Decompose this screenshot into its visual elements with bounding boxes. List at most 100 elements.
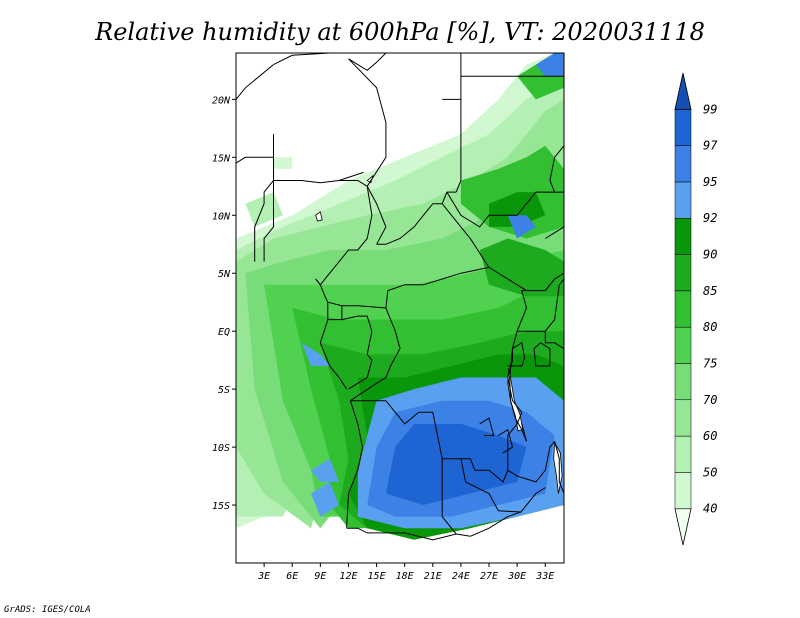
lat-tick-label: 5N	[218, 269, 231, 280]
lat-tick-label: 20N	[212, 95, 231, 106]
country-border	[376, 191, 457, 245]
lat-tick-label: 10S	[212, 443, 230, 454]
country-border	[545, 226, 564, 239]
country-border	[339, 180, 368, 187]
colorbar-segment	[674, 181, 692, 219]
country-border	[507, 440, 555, 483]
humidity-region	[311, 481, 340, 517]
country-border	[348, 53, 387, 72]
colorbar-segment	[674, 363, 692, 401]
colorbar-level-label: 90	[703, 248, 717, 262]
lon-tick-label: 3E	[257, 571, 270, 582]
country-border	[549, 145, 564, 193]
country-border	[544, 331, 564, 350]
country-border	[460, 458, 546, 513]
humidity-region	[535, 53, 564, 77]
lon-tick-label: 18E	[396, 571, 414, 582]
colorbar-level-label: 99	[703, 102, 717, 116]
lon-tick-label: 9E	[314, 571, 326, 582]
humidity-region	[489, 192, 546, 227]
colorbar-segment	[674, 254, 692, 292]
country-border	[236, 64, 274, 100]
country-border	[319, 319, 348, 390]
country-border	[346, 400, 364, 529]
lat-tick-label: 5S	[218, 385, 230, 396]
country-border	[554, 441, 564, 494]
colorbar-segment	[674, 472, 692, 509]
lon-tick-label: 15E	[368, 571, 386, 582]
colorbar-segment	[674, 326, 692, 364]
colorbar-segment	[674, 109, 692, 146]
humidity-fill-layer	[236, 53, 564, 540]
colorbar-level-label: 92	[703, 211, 717, 225]
humidity-region	[385, 423, 527, 505]
country-border	[273, 171, 364, 184]
lat-tick-label: 15N	[212, 153, 231, 164]
humidity-region	[311, 458, 340, 482]
country-border	[236, 134, 274, 164]
country-border	[446, 191, 564, 228]
country-border	[327, 266, 490, 309]
country-border	[509, 348, 527, 442]
lon-tick-label: 12E	[339, 571, 357, 582]
country-border	[315, 278, 329, 303]
lon-tick-label: 24E	[452, 571, 470, 582]
colorbar-upper-triangle	[674, 72, 692, 110]
country-border	[350, 307, 401, 402]
colorbar-segment	[674, 217, 692, 255]
country-border	[470, 511, 522, 537]
lon-tick-label: 21E	[424, 571, 442, 582]
humidity-region	[273, 157, 293, 169]
figure-title: Relative humidity at 600hPa [%], VT: 202…	[94, 18, 705, 46]
lake-outline	[315, 211, 323, 222]
country-border	[341, 315, 373, 390]
colorbar-level-label: 50	[703, 465, 717, 479]
map-area	[236, 53, 564, 563]
country-border	[315, 186, 373, 286]
colorbar-level-label: 85	[703, 284, 717, 298]
longitude-axis: 3E 6E 9E 12E 15E 18E 21E 24E 27E 30E 33E	[257, 563, 554, 582]
colorbar-level-label: 40	[703, 502, 717, 516]
map-frame	[235, 52, 565, 564]
country-border	[507, 341, 526, 367]
country-border	[479, 417, 495, 436]
water-bodies-layer	[315, 174, 563, 494]
colorbar-segment	[674, 290, 692, 328]
colorbar-segment	[674, 435, 692, 473]
humidity-region	[479, 238, 564, 297]
colorbar-level-label: 95	[703, 175, 717, 189]
colorbar-level-label: 60	[703, 429, 717, 443]
country-border	[350, 400, 509, 483]
country-border	[327, 302, 343, 321]
lat-tick-label: EQ	[218, 327, 230, 338]
country-border	[263, 180, 274, 262]
country-border	[533, 342, 551, 367]
lon-tick-label: 30E	[507, 571, 526, 582]
humidity-region	[507, 215, 536, 239]
lon-tick-label: 6E	[286, 571, 298, 582]
colorbar-segment	[674, 399, 692, 437]
country-border	[348, 58, 387, 245]
country-borders-layer	[236, 53, 564, 541]
country-border	[441, 458, 457, 535]
country-border	[273, 53, 330, 66]
country-border	[498, 428, 514, 454]
country-border	[455, 99, 462, 193]
lat-tick-label: 10N	[212, 211, 231, 222]
colorbar-level-label: 70	[703, 393, 717, 407]
colorbar-segment	[674, 145, 692, 183]
country-border	[526, 272, 564, 292]
lake-outline	[507, 368, 524, 432]
humidity-region	[301, 342, 330, 366]
colorbar-level-label: 97	[703, 139, 718, 153]
lat-tick-label: 15S	[212, 501, 230, 512]
colorbar: 40 50 60 70 75 80 85 90 92 95 97 99	[674, 72, 718, 546]
country-border	[517, 278, 564, 332]
lake-outline	[553, 441, 563, 494]
colorbar-level-label: 80	[703, 320, 717, 334]
credit-label: GrADS: IGES/COLA	[4, 605, 91, 615]
country-border	[441, 203, 527, 292]
lon-tick-label: 27E	[480, 571, 498, 582]
lon-tick-label: 33E	[535, 571, 554, 582]
